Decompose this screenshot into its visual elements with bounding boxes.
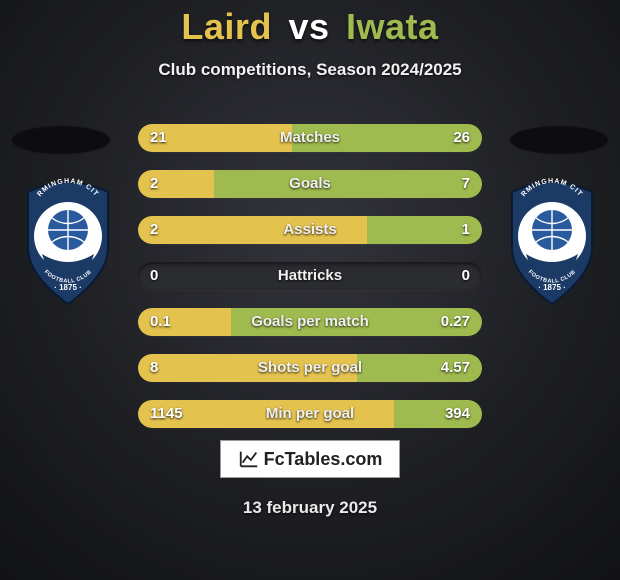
player1-club-badge: RMINGHAM CIT FOOTBALL CLUB · 1875 ·: [18, 178, 118, 308]
stat-label: Goals: [289, 170, 331, 198]
player1-value: 0: [150, 262, 158, 290]
fctables-text: FcTables.com: [264, 449, 383, 470]
player2-value: 0.27: [441, 308, 470, 336]
stat-row: 8 Shots per goal 4.57: [138, 354, 482, 382]
stat-label: Assists: [283, 216, 336, 244]
player2-value: 1: [462, 216, 470, 244]
svg-text:· 1875 ·: · 1875 ·: [54, 283, 82, 292]
player2-bar: [214, 170, 482, 198]
player2-value: 0: [462, 262, 470, 290]
stat-label: Goals per match: [251, 308, 369, 336]
footer-date: 13 february 2025: [0, 498, 620, 518]
player1-value: 0.1: [150, 308, 171, 336]
stat-row: 21 Matches 26: [138, 124, 482, 152]
vs-label: vs: [288, 6, 329, 47]
stat-label: Matches: [280, 124, 340, 152]
player2-value: 26: [453, 124, 470, 152]
player2-value: 7: [462, 170, 470, 198]
player1-value: 2: [150, 170, 158, 198]
stat-row: 0.1 Goals per match 0.27: [138, 308, 482, 336]
stat-label: Hattricks: [278, 262, 342, 290]
player1-value: 2: [150, 216, 158, 244]
stat-row: 2 Assists 1: [138, 216, 482, 244]
comparison-title: Laird vs Iwata: [0, 0, 620, 48]
svg-text:· 1875 ·: · 1875 ·: [538, 283, 566, 292]
fctables-logo: FcTables.com: [220, 440, 400, 478]
player1-value: 8: [150, 354, 158, 382]
player2-value: 4.57: [441, 354, 470, 382]
pedestal-shadow-right: [510, 126, 608, 154]
chart-icon: [238, 448, 260, 470]
stat-row: 2 Goals 7: [138, 170, 482, 198]
pedestal-shadow-left: [12, 126, 110, 154]
player1-name: Laird: [181, 6, 272, 47]
stat-row: 1145 Min per goal 394: [138, 400, 482, 428]
stat-label: Min per goal: [266, 400, 354, 428]
stats-container: 21 Matches 26 2 Goals 7 2 Assists 1 0 Ha…: [138, 124, 482, 428]
player2-name: Iwata: [346, 6, 439, 47]
player2-value: 394: [445, 400, 470, 428]
player2-club-badge: RMINGHAM CIT FOOTBALL CLUB · 1875 ·: [502, 178, 602, 308]
player1-value: 21: [150, 124, 167, 152]
stat-row: 0 Hattricks 0: [138, 262, 482, 290]
player1-value: 1145: [150, 400, 183, 428]
subtitle: Club competitions, Season 2024/2025: [0, 60, 620, 80]
stat-label: Shots per goal: [258, 354, 362, 382]
